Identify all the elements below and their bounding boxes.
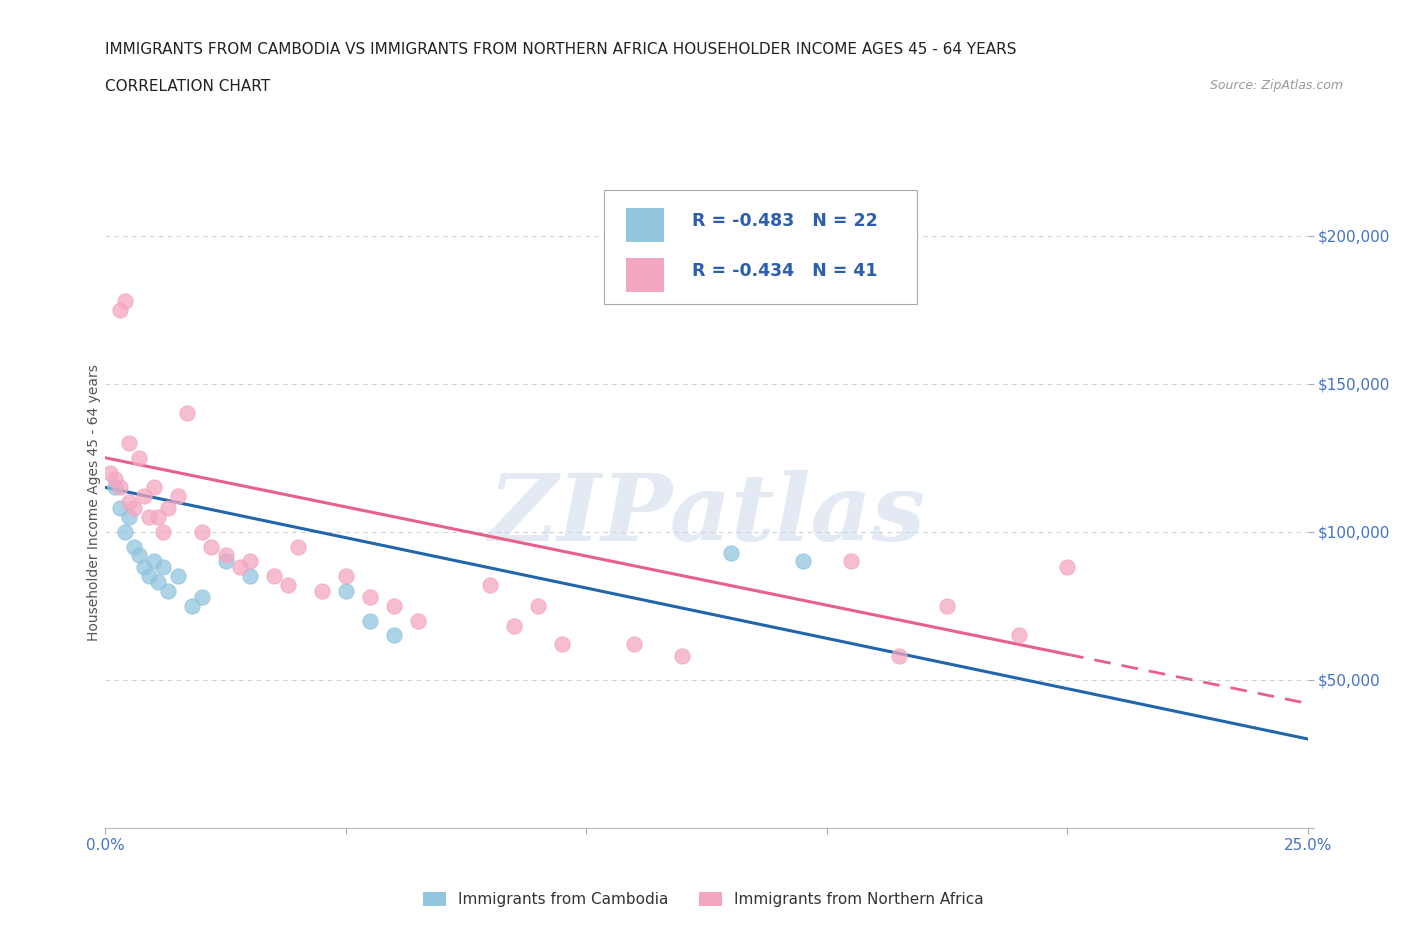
Legend: Immigrants from Cambodia, Immigrants from Northern Africa: Immigrants from Cambodia, Immigrants fro… <box>416 885 990 913</box>
Point <box>118 495 141 510</box>
Point <box>128 450 150 465</box>
Point <box>239 554 262 569</box>
Point <box>108 480 131 495</box>
Point <box>382 598 405 613</box>
Point <box>132 560 155 575</box>
FancyBboxPatch shape <box>605 190 917 304</box>
Point <box>98 465 121 480</box>
Point <box>190 525 212 539</box>
Point <box>142 480 165 495</box>
Point <box>406 613 429 628</box>
Point <box>1008 628 1031 643</box>
Point <box>181 598 204 613</box>
Point <box>152 560 174 575</box>
Point <box>382 628 405 643</box>
Point <box>551 637 574 652</box>
Point <box>138 510 160 525</box>
Point <box>263 569 285 584</box>
Point <box>132 489 155 504</box>
Point <box>152 525 174 539</box>
Point <box>124 539 146 554</box>
Point <box>623 637 645 652</box>
Text: ZIPatlas: ZIPatlas <box>488 471 925 560</box>
Point <box>335 583 357 598</box>
Point <box>503 619 526 634</box>
Point <box>114 294 136 309</box>
FancyBboxPatch shape <box>626 208 665 242</box>
Point <box>104 472 127 486</box>
Point <box>118 435 141 450</box>
Point <box>792 554 814 569</box>
Point <box>166 489 188 504</box>
Point <box>156 583 179 598</box>
Point <box>118 510 141 525</box>
Point <box>839 554 862 569</box>
Point <box>108 302 131 317</box>
Point <box>359 590 381 604</box>
Point <box>311 583 333 598</box>
Point <box>359 613 381 628</box>
Point <box>277 578 299 592</box>
Point <box>200 539 222 554</box>
Point <box>124 500 146 515</box>
Point <box>214 548 236 563</box>
Point <box>108 500 131 515</box>
FancyBboxPatch shape <box>626 259 665 292</box>
Point <box>166 569 188 584</box>
Y-axis label: Householder Income Ages 45 - 64 years: Householder Income Ages 45 - 64 years <box>87 364 101 641</box>
Point <box>287 539 309 554</box>
Point <box>176 406 198 421</box>
Point <box>527 598 550 613</box>
Point <box>148 510 170 525</box>
Point <box>1056 560 1078 575</box>
Point <box>229 560 252 575</box>
Point <box>190 590 212 604</box>
Point <box>479 578 502 592</box>
Text: CORRELATION CHART: CORRELATION CHART <box>105 79 270 94</box>
Text: IMMIGRANTS FROM CAMBODIA VS IMMIGRANTS FROM NORTHERN AFRICA HOUSEHOLDER INCOME A: IMMIGRANTS FROM CAMBODIA VS IMMIGRANTS F… <box>105 42 1017 57</box>
Point <box>104 480 127 495</box>
Point <box>148 575 170 590</box>
Text: R = -0.483   N = 22: R = -0.483 N = 22 <box>692 212 877 230</box>
Point <box>138 569 160 584</box>
Point <box>156 500 179 515</box>
Point <box>887 648 910 663</box>
Point <box>239 569 262 584</box>
Point <box>128 548 150 563</box>
Point <box>114 525 136 539</box>
Point <box>142 554 165 569</box>
Point <box>671 648 693 663</box>
Point <box>936 598 959 613</box>
Text: R = -0.434   N = 41: R = -0.434 N = 41 <box>692 262 877 280</box>
Point <box>214 554 236 569</box>
Text: Source: ZipAtlas.com: Source: ZipAtlas.com <box>1209 79 1343 92</box>
Point <box>335 569 357 584</box>
Point <box>720 545 742 560</box>
